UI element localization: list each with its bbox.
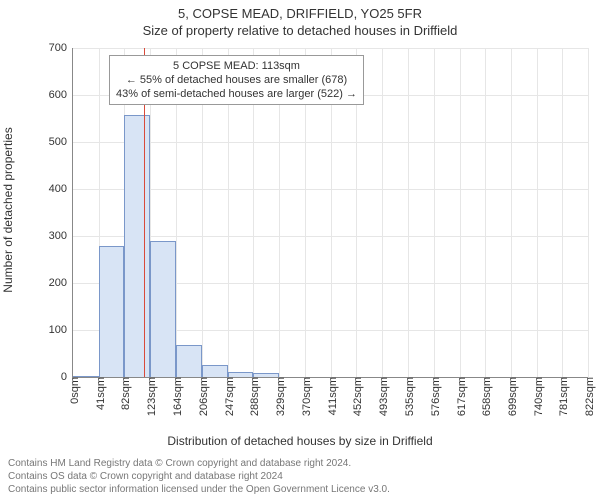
y-axis-label: Number of detached properties <box>1 127 15 292</box>
gridline-v <box>588 48 589 377</box>
x-tick-label: 493sqm <box>374 377 390 416</box>
x-tick-label: 247sqm <box>220 377 236 416</box>
gridline-v <box>511 48 512 377</box>
x-tick-label: 699sqm <box>503 377 519 416</box>
histogram-bar <box>202 365 228 377</box>
y-tick-label: 500 <box>49 136 73 148</box>
x-tick-label: 411sqm <box>323 377 339 415</box>
annotation-line2: ← 55% of detached houses are smaller (67… <box>116 73 357 87</box>
y-tick-label: 100 <box>49 324 73 336</box>
x-tick-label: 576sqm <box>426 377 442 416</box>
x-tick-label: 82sqm <box>116 377 132 410</box>
y-tick-label: 300 <box>49 230 73 242</box>
plot-area: 5 COPSE MEAD: 113sqm ← 55% of detached h… <box>72 48 588 378</box>
x-tick-label: 781sqm <box>554 377 570 416</box>
x-tick-label: 41sqm <box>91 377 107 410</box>
x-tick-label: 123sqm <box>142 377 158 416</box>
gridline-v <box>562 48 563 377</box>
gridline-v <box>434 48 435 377</box>
y-tick-label: 700 <box>49 42 73 54</box>
gridline-v <box>408 48 409 377</box>
gridline-v <box>537 48 538 377</box>
page-title: 5, COPSE MEAD, DRIFFIELD, YO25 5FR <box>0 0 600 21</box>
y-tick-label: 400 <box>49 183 73 195</box>
x-axis-title: Distribution of detached houses by size … <box>0 434 600 448</box>
histogram-bar <box>150 241 176 377</box>
gridline-v <box>382 48 383 377</box>
x-tick-label: 164sqm <box>168 377 184 416</box>
chart-container: Number of detached properties 5 COPSE ME… <box>48 42 588 378</box>
footer-line2: Contains OS data © Crown copyright and d… <box>8 470 390 483</box>
footer-line3: Contains public sector information licen… <box>8 483 390 496</box>
annotation-line3: 43% of semi-detached houses are larger (… <box>116 87 357 101</box>
x-tick-label: 740sqm <box>529 377 545 416</box>
x-tick-label: 206sqm <box>194 377 210 416</box>
x-tick-label: 658sqm <box>477 377 493 416</box>
y-tick-label: 600 <box>49 89 73 101</box>
x-tick-label: 0sqm <box>65 377 81 404</box>
histogram-bar <box>73 376 99 377</box>
x-tick-label: 822sqm <box>580 377 596 416</box>
histogram-bar <box>176 345 202 377</box>
x-tick-label: 329sqm <box>271 377 287 416</box>
footer-line1: Contains HM Land Registry data © Crown c… <box>8 457 390 470</box>
annotation-line1: 5 COPSE MEAD: 113sqm <box>116 59 357 73</box>
histogram-bar <box>253 373 279 377</box>
x-tick-label: 452sqm <box>348 377 364 416</box>
x-tick-label: 617sqm <box>452 377 468 416</box>
x-tick-label: 370sqm <box>297 377 313 416</box>
footer-attribution: Contains HM Land Registry data © Crown c… <box>8 457 390 496</box>
x-tick-label: 288sqm <box>245 377 261 416</box>
x-tick-label: 535sqm <box>400 377 416 416</box>
y-tick-label: 200 <box>49 277 73 289</box>
histogram-bar <box>228 372 254 377</box>
gridline-v <box>460 48 461 377</box>
gridline-v <box>485 48 486 377</box>
histogram-bar <box>99 246 125 377</box>
histogram-bar <box>124 115 150 377</box>
page-subtitle: Size of property relative to detached ho… <box>0 21 600 42</box>
annotation-box: 5 COPSE MEAD: 113sqm ← 55% of detached h… <box>109 55 364 106</box>
